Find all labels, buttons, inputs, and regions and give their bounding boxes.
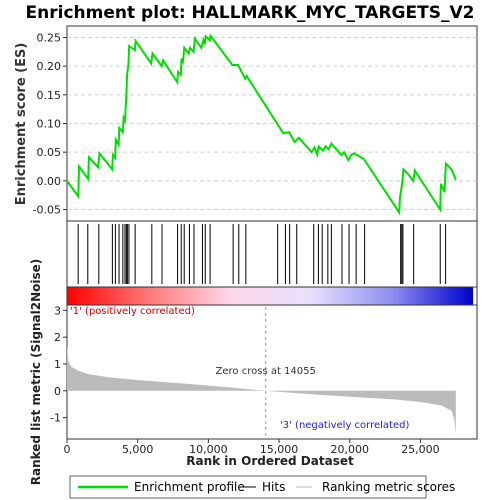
metric-y-tick-label: 1 [54, 358, 61, 371]
zero-cross-label: Zero cross at 14055 [216, 366, 316, 377]
metric-x-tick-label: 10,000 [189, 443, 228, 456]
es-y-tick-label: -0.05 [33, 204, 61, 217]
es-y-tick-label: 0.00 [37, 175, 62, 188]
metric-y-tick-label: 2 [54, 331, 61, 344]
negative-correlation-label: '3' (negatively correlated) [280, 420, 409, 431]
metric-x-tick-label: 0 [64, 443, 71, 456]
legend: Enrichment profile Hits Ranking metric sco… [78, 480, 455, 494]
es-y-axis-label: Enrichment score (ES) [14, 43, 29, 206]
metric-x-axis-label: Rank in Ordered Dataset [186, 454, 354, 468]
ranking-metric-area [67, 345, 456, 435]
es-gridlines [67, 36, 477, 211]
legend-label: Hits [262, 480, 285, 494]
metric-y-tick-label: -1 [50, 412, 61, 425]
es-y-tick-label: 0.10 [37, 118, 62, 131]
es-y-ticks: -0.05 0.00 0.05 0.10 0.15 0.20 0.25 [33, 31, 67, 217]
es-y-tick-label: 0.25 [37, 31, 62, 44]
metric-panel-frame [66, 304, 478, 440]
metric-x-ticks: 0 5,000 10,000 15,000 20,000 25,000 [64, 439, 440, 456]
es-y-tick-label: 0.20 [37, 60, 62, 73]
metric-x-tick-label: 20,000 [331, 443, 370, 456]
metric-y-tick-label: 3 [54, 304, 61, 317]
ranked-list-color-bar [67, 287, 473, 305]
es-y-tick-label: 0.15 [37, 89, 62, 102]
metric-y-ticks: -1 0 1 2 3 [50, 304, 67, 425]
hit-markers [77, 224, 447, 284]
metric-x-tick-label: 5,000 [122, 443, 154, 456]
metric-x-tick-label: 25,000 [401, 443, 440, 456]
metric-y-axis-label: Ranked list metric (Signal2Noise) [29, 259, 43, 486]
metric-y-tick-label: 0 [54, 385, 61, 398]
enrichment-profile-line [66, 33, 457, 216]
legend-label: Ranking metric scores [322, 480, 455, 494]
metric-x-tick-label: 15,000 [260, 443, 299, 456]
legend-label: Enrichment profile [134, 480, 245, 494]
chart-title: Enrichment plot: HALLMARK_MYC_TARGETS_V2 [26, 3, 475, 23]
positive-correlation-label: '1' (positively correlated) [70, 306, 195, 317]
es-y-tick-label: 0.05 [37, 146, 62, 159]
